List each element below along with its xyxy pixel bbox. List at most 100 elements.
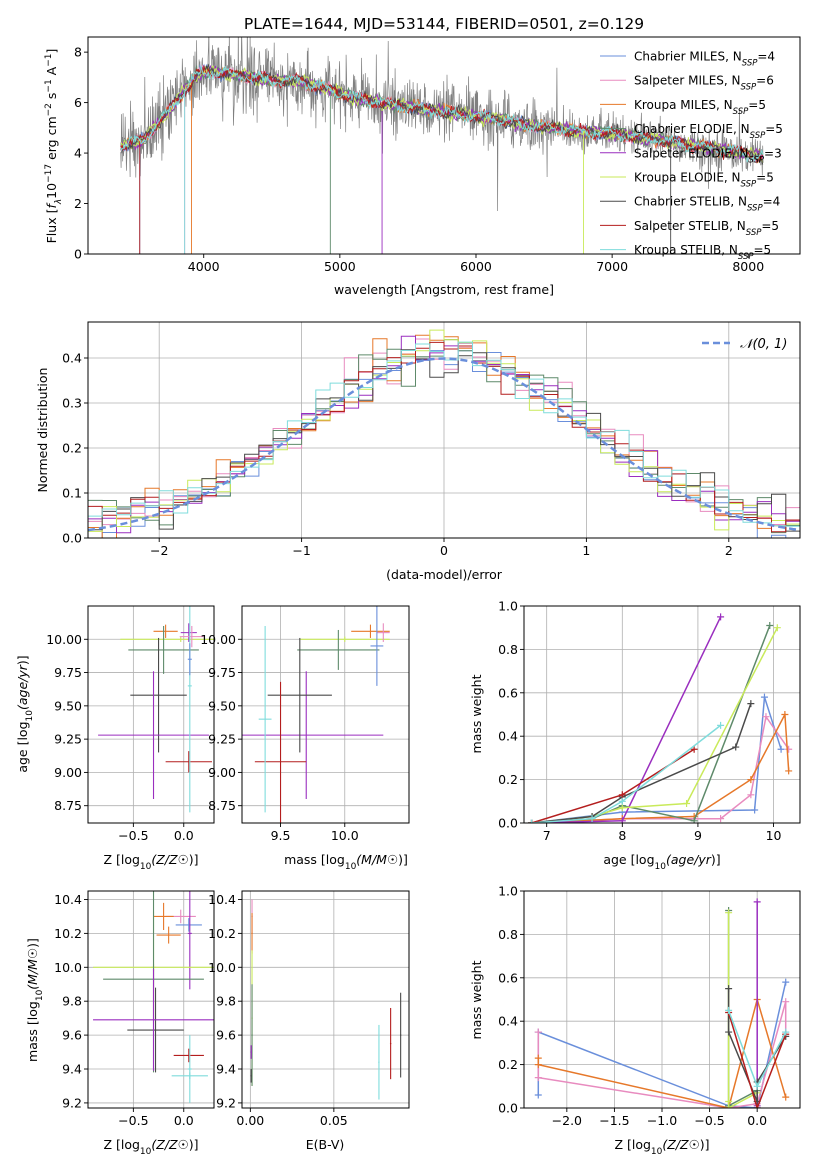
y-tick-label: 9.2 xyxy=(216,1095,236,1110)
x-tick-label: 9 xyxy=(694,828,702,843)
y-tick-label: 10.4 xyxy=(208,892,236,907)
series-marker xyxy=(751,806,759,814)
label-part: (age/yr xyxy=(15,664,30,710)
legend-sub: SSP xyxy=(750,131,766,141)
label-part: λ xyxy=(54,199,64,205)
y-tick-label: 6 xyxy=(74,95,82,110)
plot-area xyxy=(528,613,793,823)
series-marker xyxy=(725,1028,733,1036)
y-tick-label: 8 xyxy=(74,45,82,60)
y-tick-label: 9.6 xyxy=(216,1028,236,1043)
y-tick-label: 10.0 xyxy=(208,960,236,975)
x-tick-label: −1.0 xyxy=(647,1113,677,1128)
series-marker xyxy=(747,776,755,784)
axes-frame xyxy=(87,605,215,824)
legend-entry: Salpeter ELODIE, NSSP=3 xyxy=(634,146,782,165)
axes-frame xyxy=(241,890,410,1109)
series-marker xyxy=(725,1097,733,1105)
series-marker xyxy=(690,817,698,823)
y-tick-label: 10.00 xyxy=(200,632,236,647)
label-part: s xyxy=(44,93,59,104)
y-tick-label: 9.00 xyxy=(208,765,236,780)
label-sub: 10 xyxy=(25,710,35,722)
series-marker xyxy=(618,817,626,823)
series-marker xyxy=(725,909,733,917)
y-tick-label: 9.50 xyxy=(54,698,82,713)
y-axis-label: mass weight xyxy=(469,674,484,753)
x-tick-label: 8000 xyxy=(732,259,764,274)
model-spectrum-kroupa-stelib xyxy=(120,66,764,163)
y-tick-label: 0.2 xyxy=(62,441,82,456)
legend-text: Salpeter ELODIE, N xyxy=(634,146,748,160)
x-tick-label: −0.5 xyxy=(694,1113,724,1128)
series-marker xyxy=(683,799,691,807)
y-tick-label: 0 xyxy=(74,247,82,262)
y-tick-label: 0.1 xyxy=(62,486,82,501)
series-line-chabrier-elodie xyxy=(727,910,758,1108)
label-part: mass [log xyxy=(284,852,345,867)
legend-entry: Kroupa STELIB, NSSP=5 xyxy=(634,243,771,262)
legend-sub: SSP xyxy=(741,180,757,190)
y-tick-label: 0.0 xyxy=(62,531,82,546)
label-part: ☉)] xyxy=(689,1137,710,1152)
y-axis-label: age [log10(age/yr)] xyxy=(15,655,35,772)
label-sub: 10 xyxy=(140,1147,152,1157)
legend-sub: SSP xyxy=(748,155,764,165)
legend-text: Salpeter STELIB, N xyxy=(634,219,746,233)
series-marker xyxy=(766,622,774,630)
label-part: −17 xyxy=(44,164,54,183)
plot-area xyxy=(120,37,764,254)
series-marker xyxy=(747,791,755,799)
y-tick-label: 0.3 xyxy=(62,396,82,411)
legend-text: Kroupa MILES, N xyxy=(634,98,733,112)
y-tick-label: 9.4 xyxy=(62,1062,82,1077)
x-tick-label: −0.5 xyxy=(118,1113,148,1128)
series-line-kroupa-elodie xyxy=(531,627,778,823)
legend-sub: SSP xyxy=(746,228,762,238)
y-axis-label: Flux [fλ10−17 erg cm−2 s−1 A−1] xyxy=(44,49,64,244)
series-marker xyxy=(618,804,626,812)
series-marker xyxy=(690,745,698,753)
y-tick-label: 0.6 xyxy=(498,970,518,985)
y-axis-label: Normed distribution xyxy=(35,368,50,493)
series-marker xyxy=(618,797,626,805)
series-marker xyxy=(534,1054,542,1062)
y-tick-label: 1.0 xyxy=(498,884,518,899)
series-line-chabrier-stelib xyxy=(531,703,752,823)
label-part: ☉)] xyxy=(387,852,408,867)
legend-text: =6 xyxy=(756,74,774,88)
label-part: −1 xyxy=(44,79,54,92)
y-tick-label: 0.0 xyxy=(498,816,518,831)
age-vs-mass-panel: 9.5 10.0 8.75 9.00 9.25 9.50 9.75 10.00 mass [lo… xyxy=(200,605,410,872)
legend-text: =5 xyxy=(761,219,779,233)
y-tick-label: 10.2 xyxy=(54,926,82,941)
mass-vs-ebv-panel: 0.00 0.05 9.2 9.4 9.6 9.8 10.0 10.2 10.4 E(B-V) xyxy=(208,890,410,1152)
residual-histogram-salpeter-stelib xyxy=(88,341,800,533)
series-marker xyxy=(534,1074,542,1082)
series-marker xyxy=(717,721,725,729)
series-marker xyxy=(534,1091,542,1099)
y-tick-label: 8.75 xyxy=(54,798,82,813)
label-sub: 10 xyxy=(655,862,667,872)
label-part: (Z/Z xyxy=(151,1137,178,1152)
label-part: )] xyxy=(15,655,30,665)
label-part: Z [log xyxy=(103,1137,139,1152)
series-marker xyxy=(732,743,740,751)
legend-entry: Salpeter STELIB, NSSP=5 xyxy=(634,219,779,238)
mass-vs-metallicity-panel: −0.5 0.09.29.49.69.810.010.210.4Z [log10(… xyxy=(25,890,215,1157)
series-marker xyxy=(753,898,761,906)
label-part: (Z/Z xyxy=(151,852,178,867)
series-marker xyxy=(782,998,790,1006)
legend-text: =4 xyxy=(757,50,775,64)
legend-entry: Chabrier ELODIE, NSSP=5 xyxy=(634,122,783,141)
x-tick-label: 10 xyxy=(766,828,782,843)
series-line-kroupa-elodie xyxy=(727,912,758,1108)
series-marker xyxy=(747,700,755,708)
label-part: Flux [ xyxy=(44,209,59,244)
x-tick-label: 0.00 xyxy=(236,1113,264,1128)
series-line-chabrier-elodie xyxy=(531,625,771,823)
y-tick-label: 0.2 xyxy=(498,772,518,787)
x-tick-label: −0.5 xyxy=(118,828,148,843)
